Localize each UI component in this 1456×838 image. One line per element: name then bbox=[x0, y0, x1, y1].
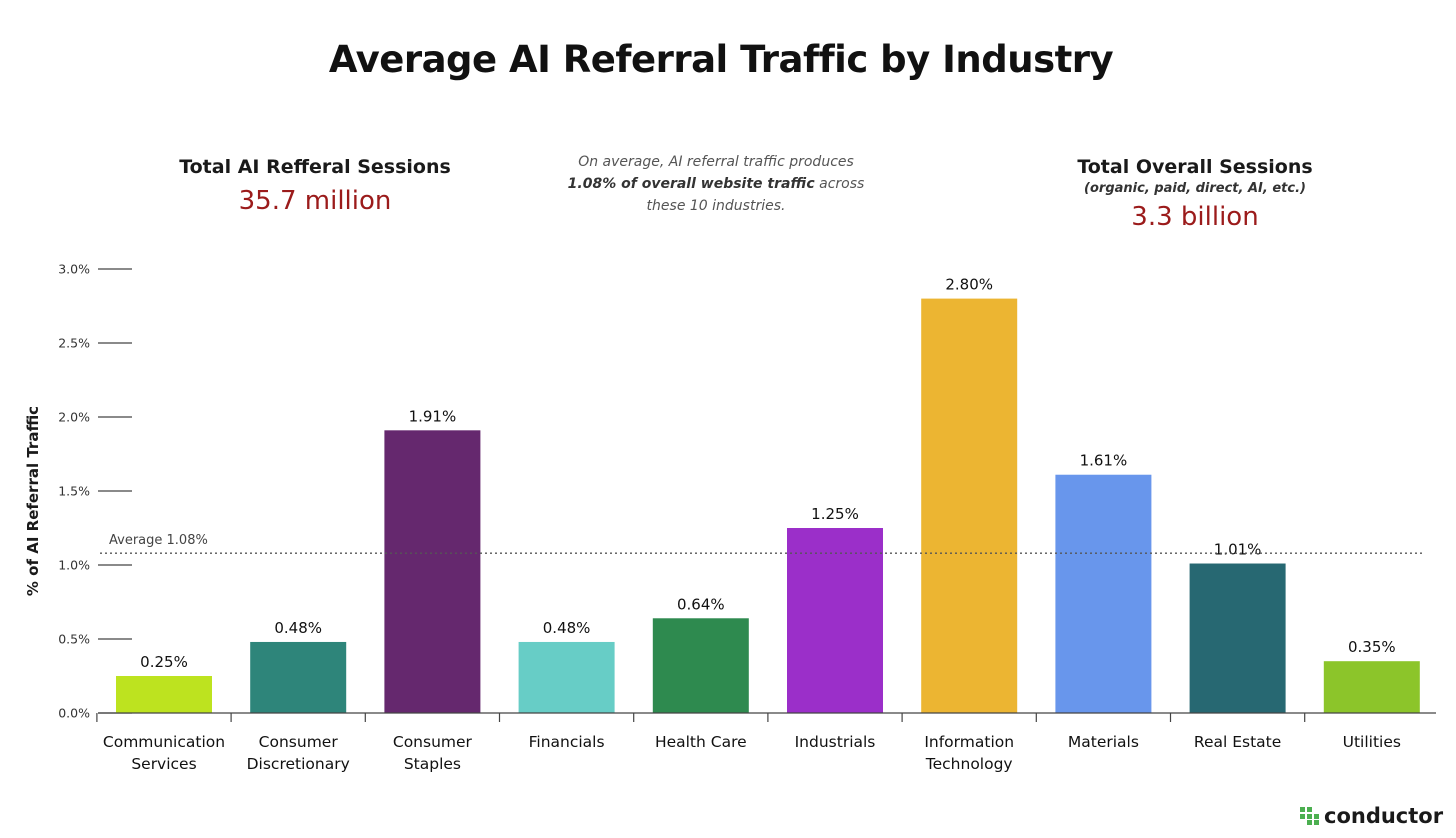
x-category-label: Industrials bbox=[795, 733, 876, 751]
bar bbox=[116, 676, 212, 713]
bar bbox=[250, 641, 347, 713]
x-category-label: Materials bbox=[1068, 733, 1139, 751]
bar-value-label: 1.91% bbox=[409, 407, 457, 425]
overall-sessions-sublabel: (organic, paid, direct, AI, etc.) bbox=[1084, 181, 1306, 196]
ai-sessions-stat: Total AI Refferal Sessions 35.7 million bbox=[145, 156, 485, 216]
bar bbox=[1189, 563, 1286, 713]
bar bbox=[1323, 661, 1420, 713]
y-tick-label: 0.0% bbox=[58, 706, 90, 721]
overall-sessions-stat: Total Overall Sessions (organic, paid, d… bbox=[1035, 156, 1355, 232]
y-tick-label: 0.5% bbox=[58, 632, 90, 647]
average-note-pre: On average, AI referral traffic produces bbox=[578, 154, 854, 170]
conductor-logo: conductor bbox=[1300, 804, 1443, 828]
y-axis-title: % of AI Referral Traffic bbox=[24, 406, 42, 596]
conductor-logo-text: conductor bbox=[1324, 804, 1444, 828]
bar bbox=[921, 298, 1018, 713]
y-tick-label: 1.0% bbox=[58, 558, 90, 573]
overall-sessions-label: Total Overall Sessions bbox=[1077, 156, 1313, 178]
x-category-label: Services bbox=[131, 755, 196, 773]
x-category-label: Real Estate bbox=[1194, 733, 1281, 751]
ai-sessions-label: Total AI Refferal Sessions bbox=[179, 156, 451, 178]
bar-value-label: 0.48% bbox=[274, 619, 322, 637]
bar-value-label: 0.64% bbox=[677, 595, 725, 613]
average-note: On average, AI referral traffic produces… bbox=[566, 151, 866, 217]
bar bbox=[787, 528, 883, 713]
average-note-bold: 1.08% of overall website traffic bbox=[567, 176, 815, 192]
y-tick-label: 1.5% bbox=[58, 484, 90, 499]
x-category-label: Communication bbox=[103, 733, 225, 751]
bar bbox=[384, 430, 481, 713]
y-tick-label: 2.0% bbox=[58, 410, 90, 425]
y-tick-label: 2.5% bbox=[58, 336, 90, 351]
y-tick-label: 3.0% bbox=[58, 262, 90, 277]
bar-value-label: 2.80% bbox=[945, 276, 993, 294]
bar bbox=[1055, 474, 1152, 713]
average-note-post: across these 10 industries. bbox=[646, 176, 865, 214]
bar-value-label: 1.25% bbox=[811, 505, 859, 523]
bar-value-label: 1.01% bbox=[1214, 541, 1262, 559]
x-category-label: Staples bbox=[404, 755, 461, 773]
overall-sessions-value: 3.3 billion bbox=[1131, 202, 1259, 232]
x-category-label: Financials bbox=[529, 733, 605, 751]
average-line-label: Average 1.08% bbox=[109, 533, 208, 548]
x-category-label: Utilities bbox=[1343, 733, 1401, 751]
bar-value-label: 0.35% bbox=[1348, 638, 1396, 656]
bar bbox=[518, 641, 615, 713]
chart-title: Average AI Referral Traffic by Industry bbox=[328, 38, 1114, 81]
x-category-label: Information bbox=[924, 733, 1014, 751]
x-category-label: Health Care bbox=[655, 733, 747, 751]
ai-sessions-value: 35.7 million bbox=[238, 186, 392, 216]
bar bbox=[652, 618, 749, 713]
bar-value-label: 0.48% bbox=[543, 619, 591, 637]
bar-value-label: 0.25% bbox=[140, 653, 188, 671]
x-category-label: Consumer bbox=[259, 733, 339, 751]
x-category-label: Discretionary bbox=[247, 755, 350, 773]
x-category-label: Consumer bbox=[393, 733, 473, 751]
conductor-logo-icon bbox=[1300, 807, 1319, 825]
x-category-label: Technology bbox=[925, 755, 1013, 773]
bar-value-label: 1.61% bbox=[1080, 452, 1128, 470]
